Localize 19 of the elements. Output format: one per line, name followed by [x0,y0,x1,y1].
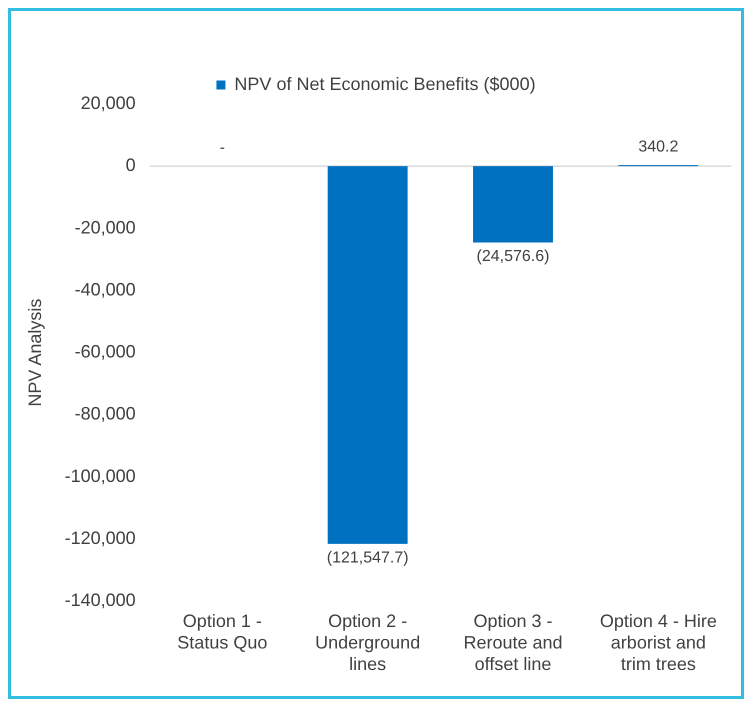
data-label: (121,547.7) [326,549,409,566]
y-tick-label: -60,000 [74,342,136,362]
y-tick-label: -140,000 [64,590,136,610]
y-tick-label: -80,000 [74,404,136,424]
y-tick-label: -20,000 [74,217,136,238]
data-label: (24,576.6) [476,248,550,265]
data-label: - [220,140,225,157]
x-tick-label: Option 1 - Status Quo [177,610,268,653]
x-tick-label: Option 3 - Reroute and offset line [463,610,563,674]
y-tick-label: -120,000 [64,528,136,548]
y-axis-title: NPV Analysis [24,298,45,407]
y-tick-label: 20,000 [80,92,136,113]
y-tick-label: 0 [126,155,136,176]
y-tick-label: -100,000 [64,466,136,486]
data-label: 340.2 [638,138,678,156]
x-tick-label: Option 4 - Hire arborist and trim trees [600,610,717,674]
y-tick-label: -40,000 [74,279,136,300]
x-tick-label: Option 2 - Underground lines [315,610,420,674]
legend-label: NPV of Net Economic Benefits ($000) [234,74,536,94]
